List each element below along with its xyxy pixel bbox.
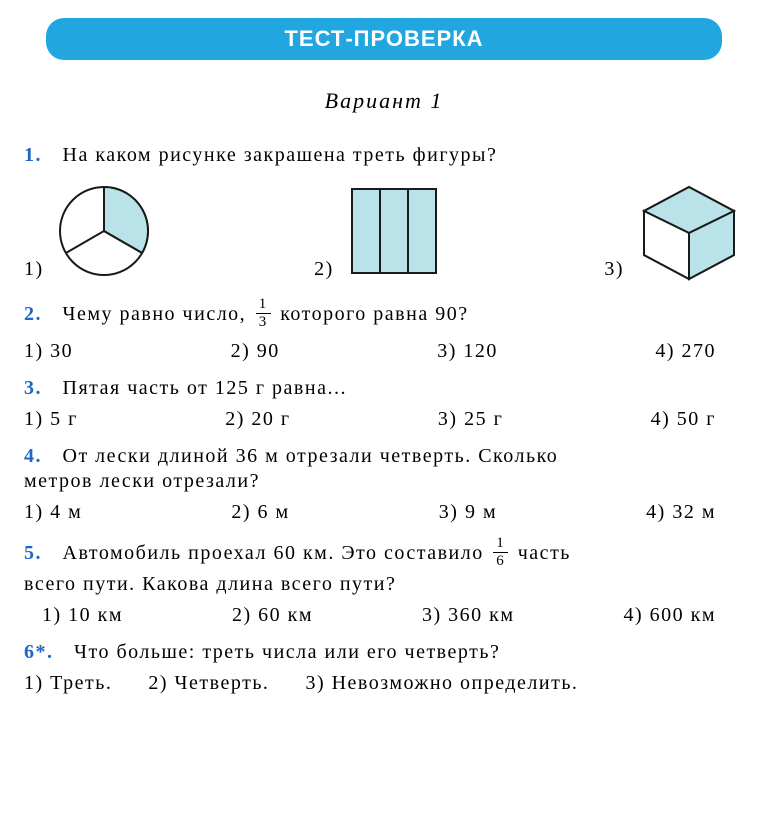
question-text: Что больше: треть числа или его четверть…: [74, 641, 500, 663]
option-2: 2): [314, 181, 444, 281]
header-pill: ТЕСТ-ПРОВЕРКА: [46, 18, 723, 60]
question-text: На каком рисунке закрашена треть фигуры?: [63, 144, 498, 166]
answer-option: 1) 4 м: [24, 501, 82, 524]
answer-option: 3) 360 км: [422, 604, 515, 627]
answer-option: 1) 30: [24, 340, 73, 363]
square-thirds-icon: [344, 181, 444, 281]
question-number: 3.: [24, 377, 42, 399]
answer-option: 3) 9 м: [439, 501, 497, 524]
question-2-answers: 1) 30 2) 90 3) 120 4) 270: [24, 340, 744, 363]
question-4-answers: 1) 4 м 2) 6 м 3) 9 м 4) 32 м: [24, 501, 744, 524]
answer-option: 1) 10 км: [42, 604, 123, 627]
question-5: 5. Автомобиль проехал 60 км. Это состави…: [24, 538, 744, 571]
question-number: 2.: [24, 303, 42, 325]
question-5-line2: всего пути. Какова длина всего пути?: [24, 573, 744, 596]
question-2: 2. Чему равно число, 1 3 которого равна …: [24, 299, 744, 332]
option-label: 1): [24, 258, 44, 281]
question-6-answers: 1) Треть. 2) Четверть. 3) Невозможно опр…: [24, 672, 744, 695]
question-5-answers: 1) 10 км 2) 60 км 3) 360 км 4) 600 км: [24, 604, 744, 627]
question-number: 4.: [24, 445, 42, 467]
fraction-denominator: 3: [259, 314, 268, 330]
answer-option: 1) 5 г: [24, 408, 78, 431]
question-3: 3. Пятая часть от 125 г равна...: [24, 377, 744, 400]
question-number: 1.: [24, 144, 42, 166]
answer-option: 4) 50 г: [651, 408, 716, 431]
question-3-answers: 1) 5 г 2) 20 г 3) 25 г 4) 50 г: [24, 408, 744, 431]
hexagon-cube-icon: [634, 181, 744, 281]
answer-option: 2) 20 г: [225, 408, 290, 431]
question-text-pre: Чему равно число,: [63, 303, 247, 325]
page: ТЕСТ-ПРОВЕРКА Вариант 1 1. На каком рису…: [0, 0, 768, 729]
answer-option: 2) 6 м: [231, 501, 289, 524]
answer-option: 3) 25 г: [438, 408, 503, 431]
option-3: 3): [604, 181, 744, 281]
answer-option: 4) 270: [655, 340, 716, 363]
option-label: 3): [604, 258, 624, 281]
option-label: 2): [314, 258, 334, 281]
answer-option: 2) Четверть.: [148, 672, 269, 695]
question-number: 5.: [24, 542, 42, 564]
fraction: 1 6: [493, 536, 508, 569]
circle-thirds-icon: [54, 181, 154, 281]
question-1: 1. На каком рисунке закрашена треть фигу…: [24, 144, 744, 167]
answer-option: 3) Невозможно определить.: [305, 672, 578, 695]
question-1-diagrams: 1) 2) 3): [24, 181, 744, 281]
question-number: 6*.: [24, 641, 54, 663]
answer-option: 1) Треть.: [24, 672, 112, 695]
question-text: Пятая часть от 125 г равна...: [63, 377, 347, 399]
question-text-line1-post: часть: [518, 542, 571, 564]
fraction-denominator: 6: [496, 553, 505, 569]
question-text-post: которого равна 90?: [280, 303, 468, 325]
fraction-numerator: 1: [256, 297, 271, 314]
answer-option: 2) 90: [231, 340, 280, 363]
answer-option: 4) 32 м: [646, 501, 716, 524]
variant-title: Вариант 1: [24, 88, 744, 114]
answer-option: 2) 60 км: [232, 604, 313, 627]
option-1: 1): [24, 181, 154, 281]
question-text-line1: От лески длиной 36 м отрезали четверть. …: [63, 445, 559, 467]
answer-option: 3) 120: [437, 340, 498, 363]
answer-option: 4) 600 км: [623, 604, 716, 627]
question-text-line1-pre: Автомобиль проехал 60 км. Это составило: [63, 542, 484, 564]
fraction-numerator: 1: [493, 536, 508, 553]
question-4-line2: метров лески отрезали?: [24, 470, 744, 493]
fraction: 1 3: [256, 297, 271, 330]
question-6: 6*. Что больше: треть числа или его четв…: [24, 641, 744, 664]
question-4: 4. От лески длиной 36 м отрезали четверт…: [24, 445, 744, 468]
